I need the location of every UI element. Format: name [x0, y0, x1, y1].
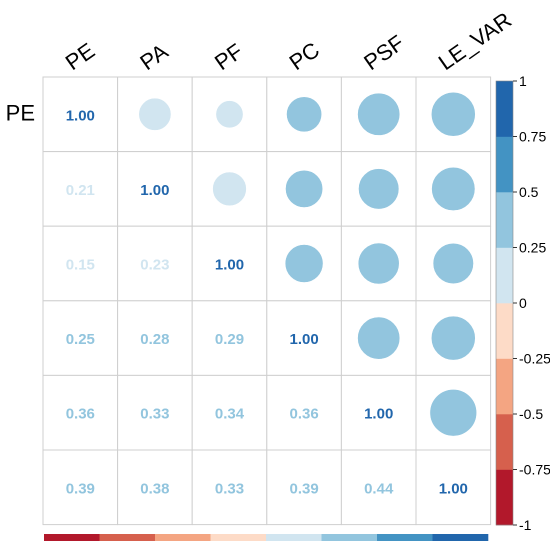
correlation-value-label: 1.00 — [66, 107, 95, 124]
legend-tick-label: 0.25 — [519, 240, 546, 256]
grid-cell — [117, 151, 193, 227]
correlation-value-label: 1.00 — [439, 480, 468, 497]
legend-color-segment — [496, 358, 513, 415]
grid-cell — [266, 374, 342, 451]
legend-color-segment — [496, 469, 513, 526]
correlation-value-label: 1.00 — [140, 182, 169, 199]
legend-tick-label: 1 — [519, 73, 527, 89]
correlation-circle — [357, 242, 400, 285]
correlation-circle — [358, 168, 400, 210]
correlation-value-label: 0.28 — [140, 331, 169, 348]
bottom-color-strip-segment — [266, 534, 322, 541]
grid-cell — [191, 300, 268, 376]
correlation-circle — [286, 96, 323, 133]
grid-cell — [415, 449, 492, 526]
correlation-circle — [430, 91, 476, 137]
correlation-value-label: 1.00 — [364, 406, 393, 423]
correlation-circle — [430, 315, 476, 361]
legend-tick-label: -0.5 — [519, 406, 543, 422]
correlation-value-label: 1.00 — [289, 331, 318, 348]
correlation-value-label: 0.34 — [215, 406, 245, 423]
grid-cell — [117, 225, 193, 302]
correlation-value-label: 0.29 — [215, 331, 244, 348]
correlation-circle — [357, 316, 401, 360]
correlation-value-label: 0.23 — [140, 257, 169, 274]
correlation-value-label: 0.38 — [140, 480, 169, 497]
correlation-circle — [429, 388, 478, 437]
legend-color-segment — [496, 136, 513, 193]
legend-color-segment — [496, 303, 513, 359]
grid-cell — [191, 374, 268, 451]
bottom-color-strip-segment — [99, 534, 156, 541]
row-label-pe: PE — [6, 100, 35, 125]
correlation-value-label: 0.21 — [66, 182, 95, 199]
bottom-color-strip-segment — [377, 534, 433, 541]
grid-cell — [42, 225, 119, 302]
column-label-pf: PF — [210, 38, 247, 75]
correlation-value-label: 0.25 — [66, 331, 95, 348]
grid-cell — [42, 300, 119, 376]
legend-tick-label: 0.75 — [519, 129, 546, 145]
column-label-le_var: LE_VAR — [434, 7, 516, 75]
grid-cell — [340, 374, 417, 451]
correlation-circle — [432, 242, 474, 285]
correlation-value-label: 0.36 — [289, 406, 318, 423]
legend-tick-label: -0.25 — [519, 351, 550, 367]
correlation-circle — [212, 171, 247, 207]
legend-tick-label: 0.5 — [519, 184, 539, 200]
correlation-circle — [431, 166, 476, 211]
bottom-color-strip-segment — [155, 534, 211, 541]
column-label-pe: PE — [61, 38, 99, 75]
correlation-value-label: 0.33 — [140, 406, 169, 423]
grid-cell — [340, 449, 417, 526]
legend-tick-label: -1 — [519, 517, 532, 533]
legend-tick-label: 0 — [519, 295, 527, 311]
column-label-pc: PC — [285, 37, 324, 75]
grid-cell — [266, 300, 342, 376]
bottom-color-strip-segment — [210, 534, 267, 541]
correlation-value-label: 0.36 — [66, 406, 95, 423]
legend-color-segment — [496, 81, 513, 137]
grid-cell — [266, 449, 342, 526]
grid-cell — [42, 449, 119, 526]
bottom-color-strip-segment — [432, 534, 489, 541]
correlation-value-label: 0.33 — [215, 480, 244, 497]
correlation-circle — [284, 244, 324, 283]
column-label-psf: PSF — [359, 30, 408, 75]
correlation-value-label: 0.15 — [66, 257, 95, 274]
correlation-value-label: 0.39 — [66, 480, 95, 497]
correlation-value-label: 0.39 — [289, 480, 318, 497]
correlation-circle — [138, 97, 172, 131]
grid-cell — [42, 76, 119, 153]
grid-cell — [42, 374, 119, 451]
bottom-color-strip-segment — [321, 534, 378, 541]
grid-cell — [117, 300, 193, 376]
correlation-value-label: 0.44 — [364, 480, 394, 497]
legend-color-segment — [496, 192, 513, 248]
correlation-circle — [357, 92, 401, 136]
correlation-circle — [215, 100, 244, 129]
column-label-pa: PA — [135, 39, 172, 76]
correlation-circle — [285, 169, 324, 208]
legend-tick-label: -0.75 — [519, 462, 550, 478]
bottom-color-strip-segment — [44, 534, 100, 541]
legend-color-segment — [496, 247, 513, 304]
legend-color-segment — [496, 414, 513, 470]
correlation-value-label: 1.00 — [215, 257, 244, 274]
